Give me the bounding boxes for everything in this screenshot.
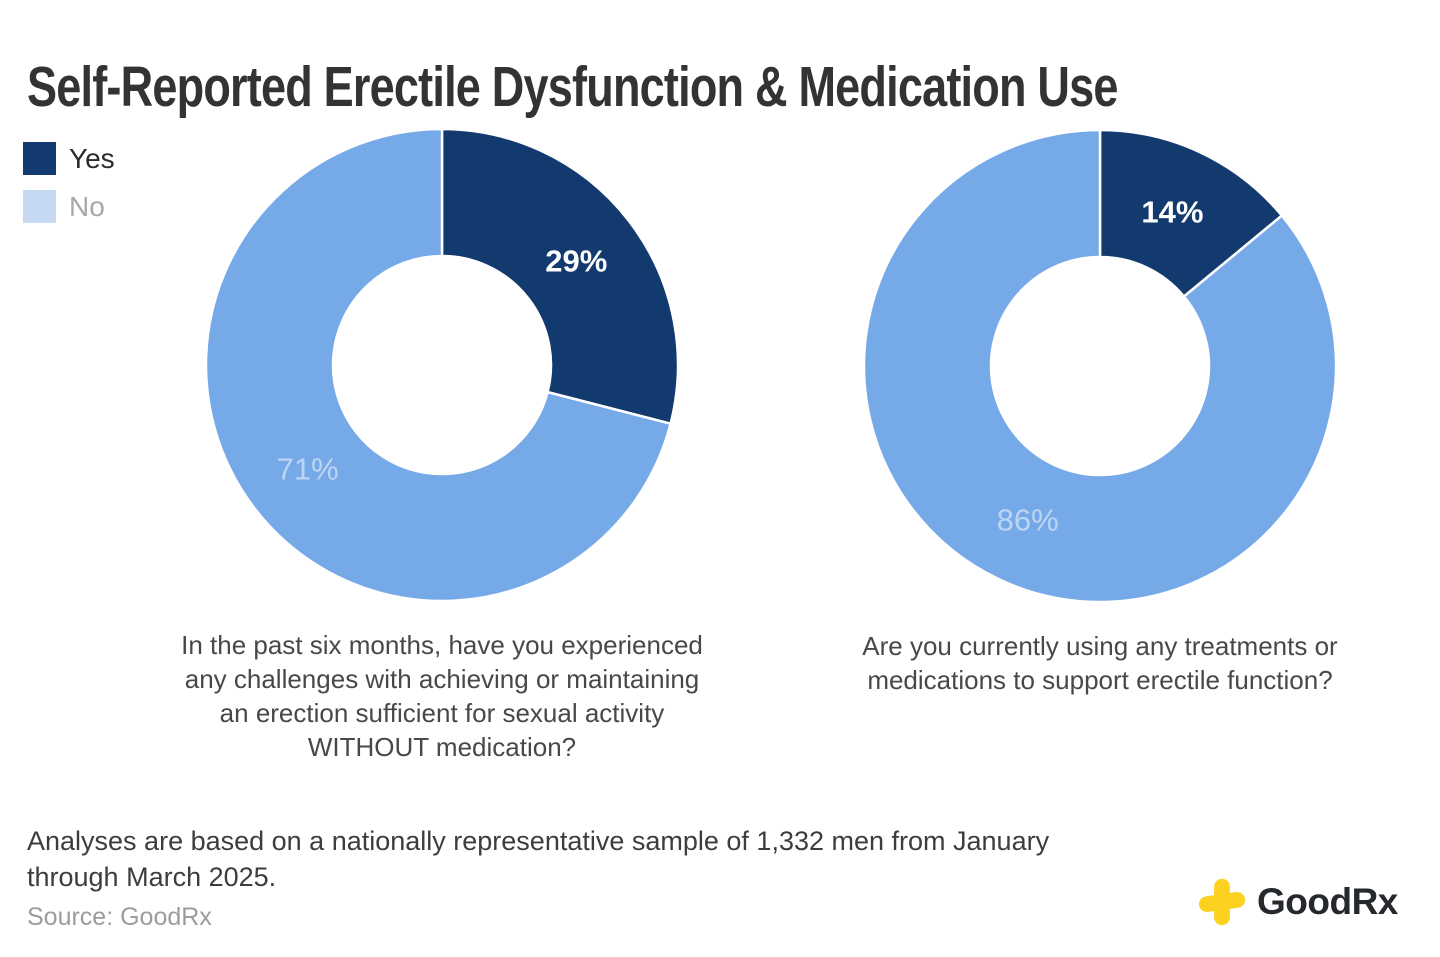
donut-slice-no <box>204 127 672 603</box>
source-attribution: Source: GoodRx <box>27 903 212 931</box>
donut-slice-no <box>862 128 1338 604</box>
methodology-footnote: Analyses are based on a nationally repre… <box>27 826 1050 892</box>
legend-swatch-no <box>23 190 56 223</box>
chart-question-medication-use: Are you currently using any treatments o… <box>862 631 1338 696</box>
slice-label-yes: 29% <box>545 243 607 278</box>
legend-label-no: No <box>69 191 105 222</box>
goodrx-logo-text: GoodRx <box>1257 881 1398 922</box>
donut-slice-yes <box>1098 128 1284 298</box>
slice-label-no: 71% <box>277 452 339 487</box>
legend-item-yes: Yes <box>23 142 115 175</box>
chart-question-ed-experience: In the past six months, have you experie… <box>181 630 703 763</box>
goodrx-logo: GoodRx <box>1196 876 1398 928</box>
slice-label-yes: 14% <box>1141 195 1203 230</box>
legend: Yes No <box>23 142 115 238</box>
donut-chart-medication-use: 14% 86% <box>862 128 1338 604</box>
donut-slice-yes <box>440 127 680 425</box>
legend-swatch-yes <box>23 142 56 175</box>
legend-item-no: No <box>23 190 115 223</box>
goodrx-plus-icon <box>1198 878 1246 926</box>
legend-label-yes: Yes <box>69 143 115 174</box>
donut-chart-ed-experience: 29% 71% <box>204 127 680 603</box>
page-title: Self-Reported Erectile Dysfunction & Med… <box>27 55 1118 120</box>
slice-label-no: 86% <box>997 502 1059 537</box>
